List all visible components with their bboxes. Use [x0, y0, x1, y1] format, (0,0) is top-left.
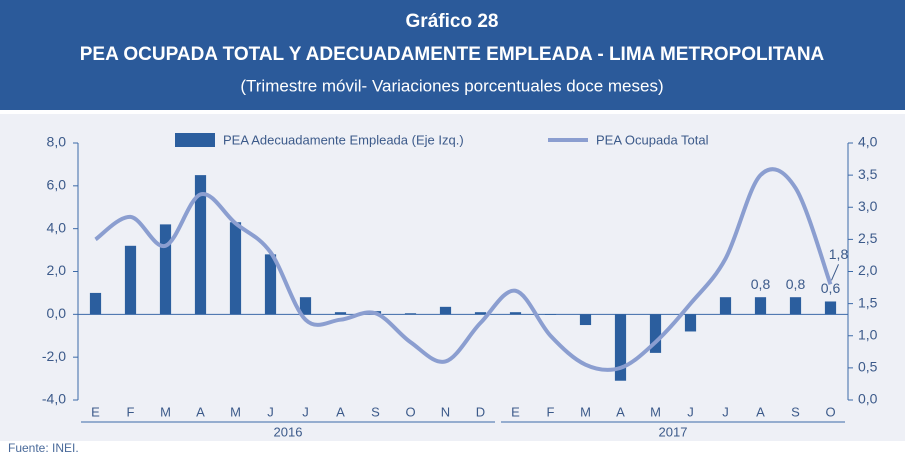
bar: [124, 245, 137, 315]
y2-tick-label: 4,0: [858, 134, 878, 150]
x-tick-label: J: [302, 404, 309, 419]
bar: [579, 314, 592, 326]
y-tick-label: 8,0: [47, 134, 67, 150]
line-label: 1,8: [829, 246, 849, 262]
x-tick-label: J: [267, 404, 274, 419]
x-tick-label: E: [91, 404, 100, 419]
bar: [509, 312, 522, 315]
legend-label: PEA Ocupada Total: [596, 132, 709, 147]
y-tick-label: 6,0: [47, 177, 67, 193]
bar-label: 0,8: [751, 276, 771, 292]
y-tick-label: 4,0: [47, 219, 67, 235]
label-leader: [831, 264, 839, 281]
y2-tick-label: 0,0: [858, 391, 878, 407]
bar: [439, 306, 452, 315]
x-group-label: 2017: [659, 424, 688, 439]
y-tick-label: 2,0: [47, 262, 67, 278]
bar-label: 0,8: [786, 276, 806, 292]
bar-label: 0,6: [821, 280, 841, 296]
chart-note: (Trimestre móvil- Variaciones porcentual…: [240, 76, 663, 95]
y2-tick-label: 3,0: [858, 198, 878, 214]
bar: [614, 314, 627, 381]
legend-label: PEA Adecuadamente Empleada (Eje Izq.): [223, 132, 464, 147]
x-tick-label: J: [722, 404, 729, 419]
plot-background: [0, 114, 905, 441]
bar: [544, 314, 557, 315]
y2-tick-label: 0,5: [858, 359, 878, 375]
y2-tick-label: 1,5: [858, 294, 878, 310]
bar: [649, 314, 662, 353]
bar: [474, 312, 487, 315]
bar: [159, 224, 172, 315]
x-tick-label: M: [650, 404, 661, 419]
x-tick-label: J: [687, 404, 694, 419]
bar: [754, 297, 767, 315]
y2-tick-label: 1,0: [858, 326, 878, 342]
bar: [404, 313, 417, 315]
x-tick-label: D: [476, 404, 485, 419]
chart-subtitle: PEA OCUPADA TOTAL Y ADECUADAMENTE EMPLEA…: [80, 44, 825, 65]
source: Fuente: INEI.: [8, 441, 79, 455]
x-tick-label: F: [127, 404, 135, 419]
line: [94, 167, 833, 372]
x-tick-label: E: [511, 404, 520, 419]
bar: [719, 297, 732, 315]
y-tick-label: -4,0: [42, 391, 66, 407]
bar: [89, 292, 102, 315]
y-tick-label: 0,0: [47, 305, 67, 321]
x-tick-label: M: [160, 404, 171, 419]
bar: [264, 254, 277, 315]
x-tick-label: A: [336, 404, 345, 419]
y2-tick-label: 3,5: [858, 166, 878, 182]
bar: [229, 222, 242, 315]
bar: [824, 301, 837, 315]
x-tick-label: A: [616, 404, 625, 419]
x-tick-label: M: [230, 404, 241, 419]
x-tick-label: S: [791, 404, 800, 419]
x-tick-label: O: [405, 404, 415, 419]
bar: [684, 314, 697, 332]
x-tick-label: A: [196, 404, 205, 419]
y2-tick-label: 2,0: [858, 262, 878, 278]
x-group-label: 2016: [274, 424, 303, 439]
bar: [334, 312, 347, 315]
legend-swatch: [175, 133, 215, 147]
header-band: [0, 0, 905, 110]
x-tick-label: O: [825, 404, 835, 419]
bar: [299, 297, 312, 315]
x-tick-label: A: [756, 404, 765, 419]
x-tick-label: F: [547, 404, 555, 419]
x-tick-label: S: [371, 404, 380, 419]
x-tick-label: N: [441, 404, 450, 419]
y2-tick-label: 2,5: [858, 230, 878, 246]
bar: [194, 175, 207, 315]
bar: [789, 297, 802, 315]
chart-title: Gráfico 28: [406, 11, 499, 32]
x-tick-label: M: [580, 404, 591, 419]
y-tick-label: -2,0: [42, 348, 66, 364]
